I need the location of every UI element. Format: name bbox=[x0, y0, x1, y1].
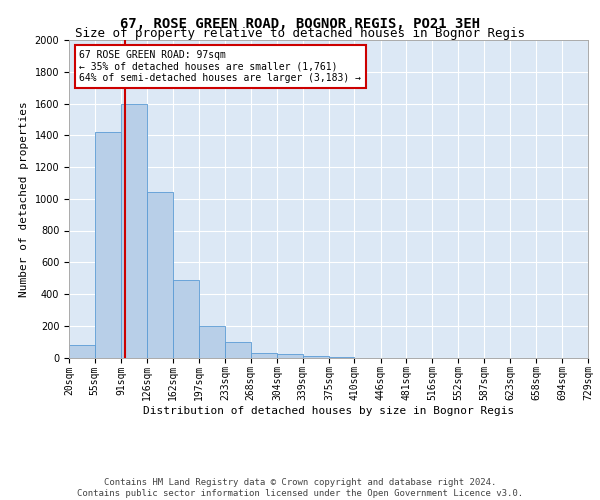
Bar bbox=[302, 356, 329, 358]
Text: 67 ROSE GREEN ROAD: 97sqm
← 35% of detached houses are smaller (1,761)
64% of se: 67 ROSE GREEN ROAD: 97sqm ← 35% of detac… bbox=[79, 50, 361, 82]
Text: 67, ROSE GREEN ROAD, BOGNOR REGIS, PO21 3EH: 67, ROSE GREEN ROAD, BOGNOR REGIS, PO21 … bbox=[120, 18, 480, 32]
Bar bbox=[95, 132, 121, 358]
Bar bbox=[251, 352, 277, 358]
Bar bbox=[69, 345, 95, 358]
Bar bbox=[121, 104, 146, 358]
X-axis label: Distribution of detached houses by size in Bognor Regis: Distribution of detached houses by size … bbox=[143, 406, 514, 416]
Bar bbox=[225, 342, 251, 357]
Bar bbox=[199, 326, 225, 358]
Bar bbox=[146, 192, 173, 358]
Text: Size of property relative to detached houses in Bognor Regis: Size of property relative to detached ho… bbox=[75, 28, 525, 40]
Y-axis label: Number of detached properties: Number of detached properties bbox=[19, 101, 29, 296]
Bar bbox=[173, 280, 199, 357]
Bar bbox=[277, 354, 302, 358]
Text: Contains HM Land Registry data © Crown copyright and database right 2024.
Contai: Contains HM Land Registry data © Crown c… bbox=[77, 478, 523, 498]
Bar bbox=[329, 356, 355, 358]
